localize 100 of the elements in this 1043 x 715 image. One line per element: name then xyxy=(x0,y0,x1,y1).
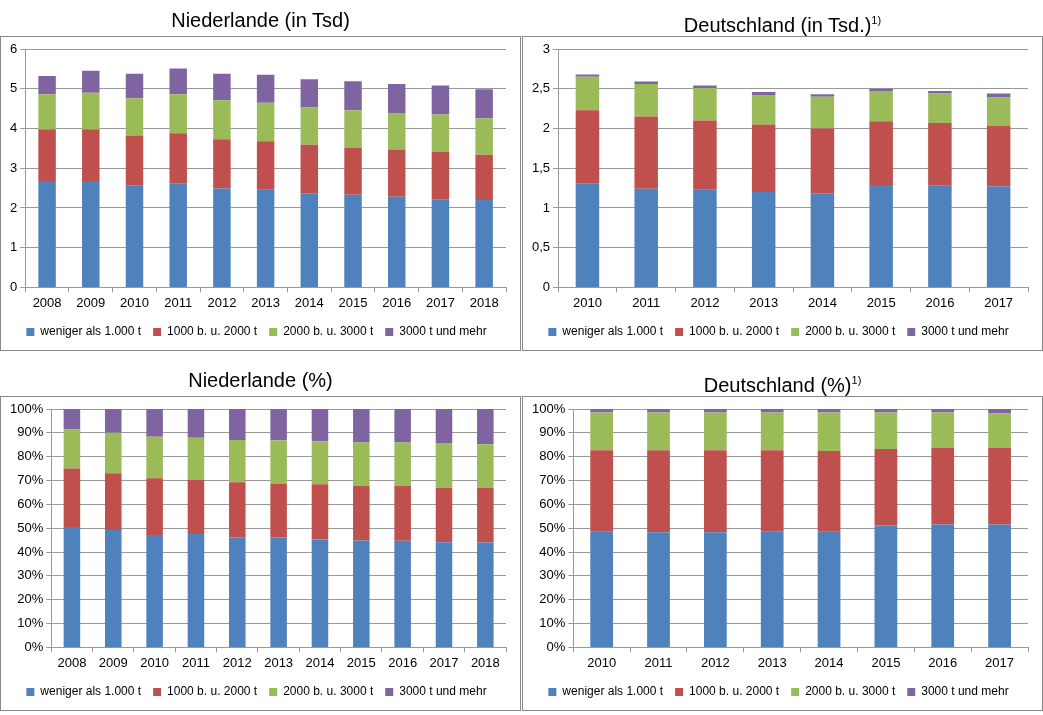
bar xyxy=(435,409,453,444)
bar xyxy=(986,186,1011,287)
bar xyxy=(394,409,411,443)
bar xyxy=(38,76,56,95)
bar xyxy=(256,141,275,190)
bar xyxy=(477,444,494,488)
x-tick-label: 2017 xyxy=(425,294,455,310)
bar xyxy=(928,185,952,287)
bar xyxy=(874,449,898,526)
bar xyxy=(311,409,329,442)
bar xyxy=(82,70,100,93)
bar xyxy=(125,98,144,136)
bar xyxy=(931,448,955,525)
y-tick-label: 0 xyxy=(542,278,551,294)
x-tick-label: 2010 xyxy=(120,294,149,310)
bar xyxy=(300,193,319,287)
bar xyxy=(63,409,81,430)
bar xyxy=(869,91,893,122)
bar xyxy=(387,83,406,113)
bar xyxy=(647,450,670,533)
bar xyxy=(928,122,952,186)
bar xyxy=(931,409,955,413)
legend-label: 2000 b. u. 3000 t xyxy=(805,324,896,339)
x-tick-label: 2012 xyxy=(690,294,720,310)
bar xyxy=(300,107,319,145)
bar xyxy=(394,540,411,647)
bar xyxy=(703,409,727,413)
y-tick-label: 50% xyxy=(539,519,566,535)
x-tick-label: 2012 xyxy=(222,654,252,670)
bar xyxy=(751,95,776,125)
bar xyxy=(810,128,835,194)
bar xyxy=(104,530,122,647)
bar xyxy=(874,412,898,450)
bar xyxy=(125,73,144,99)
bar xyxy=(270,409,287,441)
y-tick-label: 1 xyxy=(10,239,18,255)
bar xyxy=(353,540,370,647)
bar xyxy=(634,116,658,189)
bar xyxy=(104,432,122,474)
bar xyxy=(760,450,784,532)
chart-title: Deutschland (%)$^{1)}$ xyxy=(702,372,863,396)
bar xyxy=(477,542,494,647)
bar xyxy=(988,448,1011,525)
bar xyxy=(431,199,450,287)
bar xyxy=(988,524,1011,647)
bar xyxy=(270,537,287,647)
y-tick-label: 20% xyxy=(17,591,44,607)
y-tick-label: 3 xyxy=(542,40,551,56)
bar xyxy=(270,440,287,484)
y-tick-label: 90% xyxy=(17,424,44,440)
y-tick-label: 50% xyxy=(17,519,44,535)
bar xyxy=(431,151,450,200)
bar xyxy=(125,135,144,186)
y-tick-label: 100% xyxy=(10,400,44,416)
y-tick-label: 0% xyxy=(24,638,44,654)
bar xyxy=(435,487,453,543)
y-tick-label: 90% xyxy=(539,424,566,440)
bar xyxy=(703,450,727,533)
x-tick-label: 2015 xyxy=(866,294,896,310)
x-tick-label: 2014 xyxy=(807,294,837,310)
x-tick-label: 2016 xyxy=(382,294,412,310)
bar xyxy=(387,149,406,197)
y-tick-label: 40% xyxy=(17,543,44,559)
bar xyxy=(986,126,1011,187)
bar xyxy=(256,189,275,287)
bar xyxy=(387,112,406,150)
x-tick-label: 2015 xyxy=(346,654,376,670)
bar xyxy=(874,409,898,413)
bar xyxy=(431,114,450,152)
bar xyxy=(634,188,658,287)
bar xyxy=(817,450,841,532)
bar xyxy=(751,91,776,96)
y-tick-label: 0,5 xyxy=(531,239,551,255)
bar xyxy=(169,183,187,287)
x-tick-label: 2015 xyxy=(338,294,368,310)
x-tick-label: 2014 xyxy=(814,654,844,670)
bar xyxy=(986,97,1011,127)
bar xyxy=(475,89,493,119)
x-tick-label: 2008 xyxy=(32,294,62,310)
x-tick-label: 2014 xyxy=(305,654,335,670)
bar xyxy=(477,487,494,543)
legend-label: 3000 t und mehr xyxy=(399,324,487,339)
y-tick-label: 30% xyxy=(539,567,566,583)
bar xyxy=(146,534,163,647)
bar xyxy=(869,121,893,185)
bar xyxy=(703,532,727,647)
chart-title: Niederlande (in Tsd) xyxy=(170,8,351,33)
y-tick-label: 70% xyxy=(17,472,44,488)
bar xyxy=(187,437,205,480)
y-tick-label: 4 xyxy=(10,120,18,136)
legend-label: weniger als 1.000 t xyxy=(39,324,142,339)
y-tick-label: 6 xyxy=(10,40,18,56)
bar xyxy=(387,196,406,287)
x-tick-label: 2015 xyxy=(871,654,901,670)
bar xyxy=(590,412,614,451)
bar xyxy=(869,184,893,287)
bar xyxy=(394,486,411,541)
bar xyxy=(693,87,717,121)
bar xyxy=(647,532,670,647)
bar xyxy=(38,94,56,130)
